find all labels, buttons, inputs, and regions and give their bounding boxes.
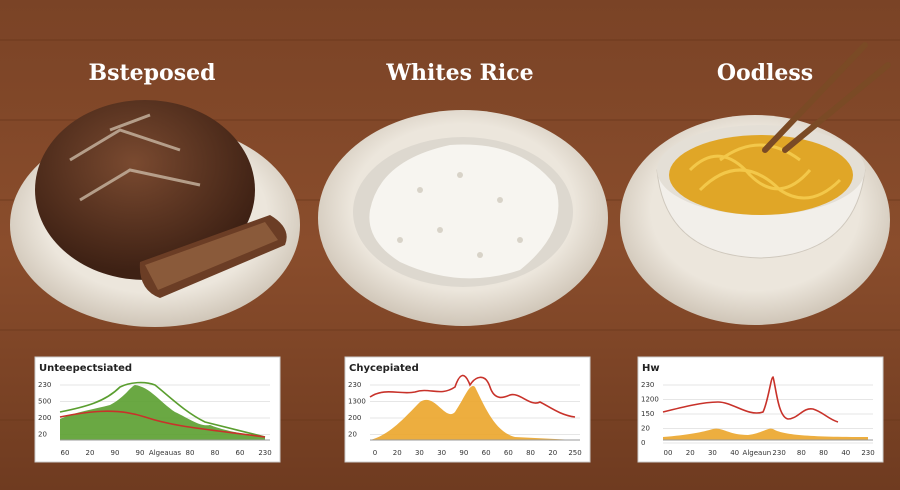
y-tick-label: 500 [38,398,51,406]
x-tick-label: 60 [482,449,491,457]
y-tick-label: 200 [348,414,361,422]
area [663,428,868,440]
area [370,386,575,440]
x-tick-label: 80 [797,449,806,457]
x-tick-label: 80 [211,449,220,457]
chart-card [637,356,884,463]
x-tick-label: 60 [236,449,245,457]
bread-loaf [35,100,255,280]
x-tick-label: 90 [111,449,120,457]
y-tick-label: 20 [38,431,47,439]
x-tick-label: Algeaun [743,449,772,457]
x-tick-label: 230 [258,449,271,457]
curve [662,376,839,423]
bread-scoring [69,113,201,202]
x-tick-label: 80 [186,449,195,457]
x-tick-label: 80 [819,449,828,457]
chart-title: Hw [642,363,660,374]
x-tick-label: 230 [772,449,785,457]
x-tick-label: 20 [86,449,95,457]
y-tick-label: 150 [641,410,654,418]
y-tick-label: 230 [641,381,654,389]
x-tick-label: 30 [415,449,424,457]
x-tick-label: 0 [373,449,377,457]
x-tick-label: 00 [664,449,673,457]
x-tick-label: 250 [568,449,581,457]
x-tick-label: 40 [841,449,850,457]
curve [59,410,266,438]
x-tick-label: 60 [504,449,513,457]
rice-texture [397,172,523,258]
y-tick-label: 0 [641,439,645,447]
x-tick-label: Algeauas [149,449,181,457]
x-tick-label: 90 [136,449,145,457]
panel-title: Oodless [717,60,813,86]
x-tick-label: 40 [730,449,739,457]
y-tick-label: 230 [38,381,51,389]
y-tick-label: 200 [38,414,51,422]
x-tick-label: 90 [459,449,468,457]
x-tick-label: 20 [686,449,695,457]
chart-title: Chycepiated [349,363,419,374]
noodle-strands [688,143,842,200]
mini-chart: Unteepectsiated 230 500 200 20 60 20 90 90 Algeau… [34,356,281,463]
x-tick-label: 30 [437,449,446,457]
y-tick-label: 230 [348,381,361,389]
chart-title: Unteepectsiated [39,363,132,374]
area [60,385,265,440]
curve [59,381,266,438]
curve [369,374,576,418]
bread-crumb [145,222,278,290]
y-tick-label: 1200 [641,396,659,404]
x-tick-label: 80 [526,449,535,457]
y-tick-label: 20 [348,431,357,439]
x-tick-label: 20 [548,449,557,457]
x-tick-label: 30 [708,449,717,457]
panel-title: Whites Rice [385,60,533,86]
panel-title: Bsteposed [89,60,216,86]
rice [369,144,559,279]
y-tick-label: 20 [641,425,650,433]
x-tick-label: 230 [861,449,874,457]
x-tick-label: 60 [61,449,70,457]
y-tick-label: 1300 [348,398,366,406]
chopsticks [762,42,891,153]
x-tick-label: 20 [393,449,402,457]
